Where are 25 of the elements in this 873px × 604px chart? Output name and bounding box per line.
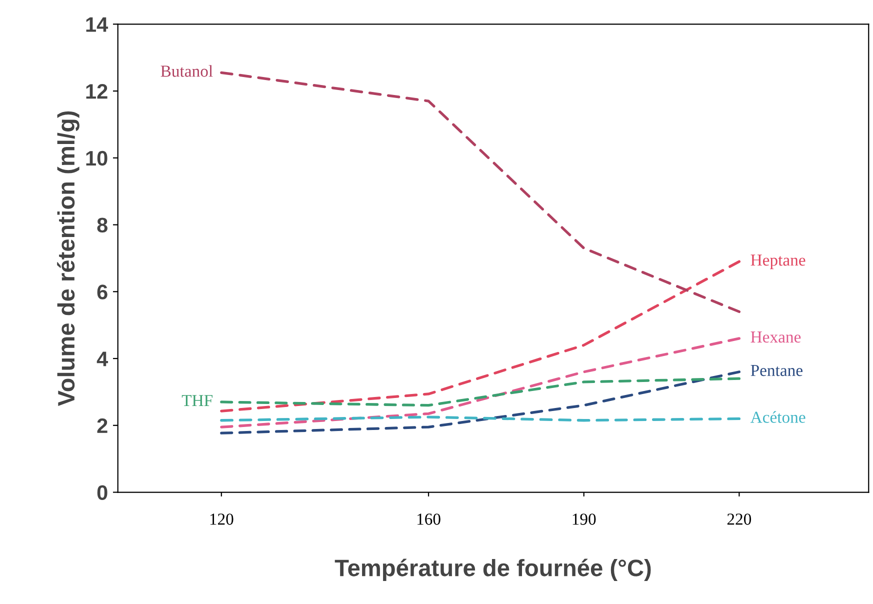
y-tick-label: 0 — [97, 485, 108, 500]
line-series — [220, 260, 741, 412]
series-label: Acétone — [750, 411, 806, 423]
x-tick-label: 190 — [572, 514, 596, 525]
series-label: Butanol — [160, 65, 213, 77]
series-label: Hexane — [750, 332, 801, 343]
y-tick-label: 6 — [97, 284, 108, 300]
y-tick-label: 14 — [86, 17, 108, 32]
x-tick-label: 220 — [727, 514, 752, 525]
x-axis-title: Température de fournée (°C) — [334, 558, 651, 581]
y-tick-label: 12 — [86, 84, 108, 99]
y-tick-label: 2 — [97, 418, 108, 433]
series-label: Pentane — [750, 364, 802, 376]
line-series — [220, 337, 741, 428]
y-tick-label: 8 — [97, 218, 108, 233]
series-label: THF — [182, 395, 212, 406]
y-tick-label: 4 — [96, 352, 108, 366]
y-axis-title: Volume de rétention (ml/g) — [57, 111, 80, 406]
series-label: Heptane — [750, 254, 806, 270]
y-tick-label: 10 — [86, 150, 108, 166]
line-series — [220, 377, 741, 407]
x-tick-label: 120 — [210, 514, 234, 525]
line-series — [220, 370, 741, 434]
x-tick-label: 160 — [417, 514, 440, 525]
line-series — [220, 71, 741, 314]
